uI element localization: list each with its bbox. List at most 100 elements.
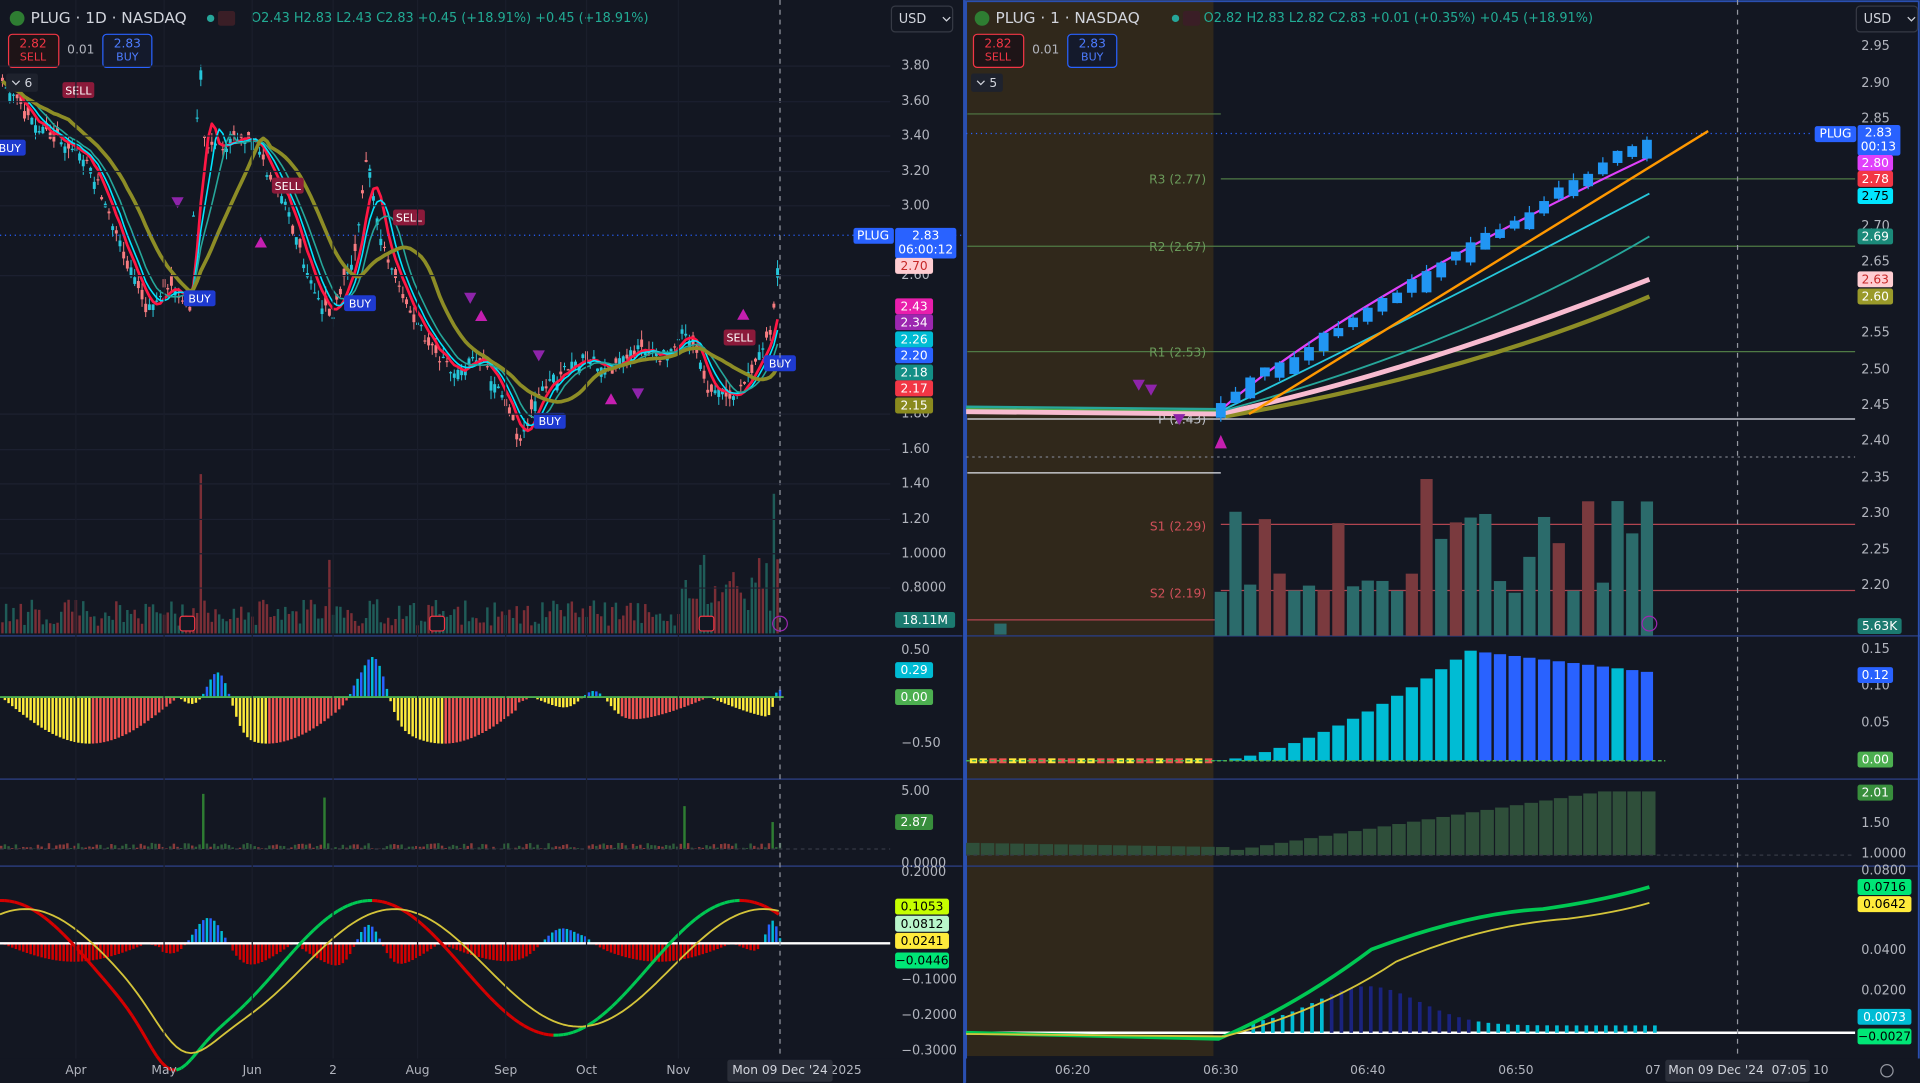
histogram-bar	[455, 943, 458, 950]
buy-label[interactable]: BUY	[116, 51, 139, 64]
candle	[596, 368, 600, 372]
signal-line	[57, 928, 65, 936]
sell-price[interactable]: 2.82	[19, 37, 46, 51]
indicator-count[interactable]: 5	[989, 76, 997, 90]
histogram-bar	[448, 846, 451, 850]
candle	[452, 373, 456, 378]
histogram-bar	[286, 943, 289, 948]
y-tick-label: 2.85	[1861, 111, 1890, 126]
histogram-bar	[1406, 821, 1421, 856]
candle	[460, 368, 464, 376]
histogram-bar	[337, 697, 341, 710]
y-tick-label: 5.00	[901, 784, 930, 799]
volume-bar	[511, 617, 515, 634]
histogram-bar	[1604, 1025, 1608, 1033]
histogram-bar	[356, 678, 359, 698]
signal-line	[135, 1022, 144, 1033]
signal-line	[43, 916, 50, 923]
histogram-bar	[1525, 1025, 1530, 1033]
currency[interactable]: USD	[1864, 12, 1892, 27]
volume-bar	[489, 625, 493, 634]
histogram-bar	[180, 697, 183, 700]
histogram-bar	[573, 931, 576, 944]
candle	[1230, 391, 1241, 403]
buy-label[interactable]: BUY	[1081, 51, 1104, 64]
histogram-bar	[664, 845, 668, 850]
level-label: 2.26	[900, 332, 927, 346]
currency-button	[890, 5, 954, 33]
histogram-bar	[326, 697, 330, 719]
osc-label: 2.87	[900, 815, 927, 829]
symbol-title[interactable]: PLUG · 1 · NASDAQ	[996, 9, 1140, 27]
indicator-count[interactable]: 6	[24, 76, 32, 90]
last-price-bg	[895, 227, 957, 259]
volume-bar	[144, 603, 147, 634]
symbol-title[interactable]: PLUG · 1D · NASDAQ	[31, 9, 187, 27]
volume-bar	[262, 599, 265, 634]
candle	[309, 280, 313, 284]
sell-label[interactable]: SELL	[20, 51, 47, 64]
histogram-bar	[451, 697, 455, 743]
histogram-bar	[690, 847, 694, 850]
histogram-bar	[499, 943, 503, 962]
histogram-bar	[602, 843, 605, 850]
histogram-bar	[161, 847, 165, 850]
signal-line	[724, 900, 731, 905]
osc-label-bg	[895, 814, 934, 831]
histogram-bar	[1359, 986, 1363, 1033]
histogram-bar	[639, 943, 642, 961]
volume-bar	[335, 606, 338, 634]
buy-price[interactable]: 2.83	[114, 37, 141, 51]
volume-bar	[122, 621, 125, 634]
osc-label: 0.12	[1862, 668, 1889, 682]
sell-price[interactable]: 2.82	[984, 37, 1011, 51]
moving-average	[1223, 277, 1651, 416]
histogram-bar	[664, 943, 668, 962]
signal-line	[596, 1013, 604, 1021]
buy-price[interactable]: 2.83	[1079, 37, 1106, 51]
settings-icon[interactable]	[1880, 1064, 1894, 1078]
histogram-bar	[631, 843, 635, 850]
histogram-bar	[554, 930, 558, 944]
crosshair-time: Mon 09 Dec '24	[732, 1063, 828, 1077]
histogram-bar	[18, 848, 21, 850]
histogram-bar	[675, 846, 679, 850]
histogram-bar	[1427, 1006, 1432, 1033]
candle	[298, 239, 302, 248]
candle	[349, 264, 353, 270]
histogram-bar	[238, 943, 242, 960]
signal-line	[199, 1041, 207, 1049]
trend-line	[1248, 130, 1709, 416]
histogram-bar	[495, 943, 499, 961]
signal-line	[155, 1055, 163, 1064]
chevron	[1907, 16, 1916, 22]
candle	[302, 264, 306, 269]
signal-line	[243, 998, 251, 1006]
histogram-bar	[1545, 1025, 1549, 1033]
candle	[574, 361, 577, 368]
histogram-bar	[117, 943, 120, 954]
volume-bar	[284, 606, 287, 634]
histogram-bar	[1271, 1017, 1275, 1033]
candle	[56, 127, 60, 133]
volume-bar	[357, 625, 360, 634]
histogram-bar	[154, 943, 157, 947]
crosshair-time-bg	[727, 1059, 833, 1082]
y-tick-label: 0.50	[901, 643, 930, 658]
histogram-bar	[1320, 998, 1324, 1033]
histogram-bar	[293, 844, 297, 850]
sell-label[interactable]: SELL	[985, 51, 1012, 64]
volume-bar	[1229, 511, 1242, 636]
histogram-bar	[154, 843, 157, 850]
histogram-bar	[341, 697, 345, 706]
histogram-bar	[290, 847, 293, 850]
volume-bar	[772, 493, 776, 634]
status-flag	[217, 11, 236, 26]
histogram-bar	[1346, 718, 1360, 761]
level-label-bg	[1857, 170, 1894, 187]
volume-bar	[372, 604, 375, 634]
signal-line	[33, 909, 41, 915]
signal-line	[611, 1000, 619, 1008]
candle	[456, 369, 460, 380]
currency[interactable]: USD	[899, 12, 927, 27]
